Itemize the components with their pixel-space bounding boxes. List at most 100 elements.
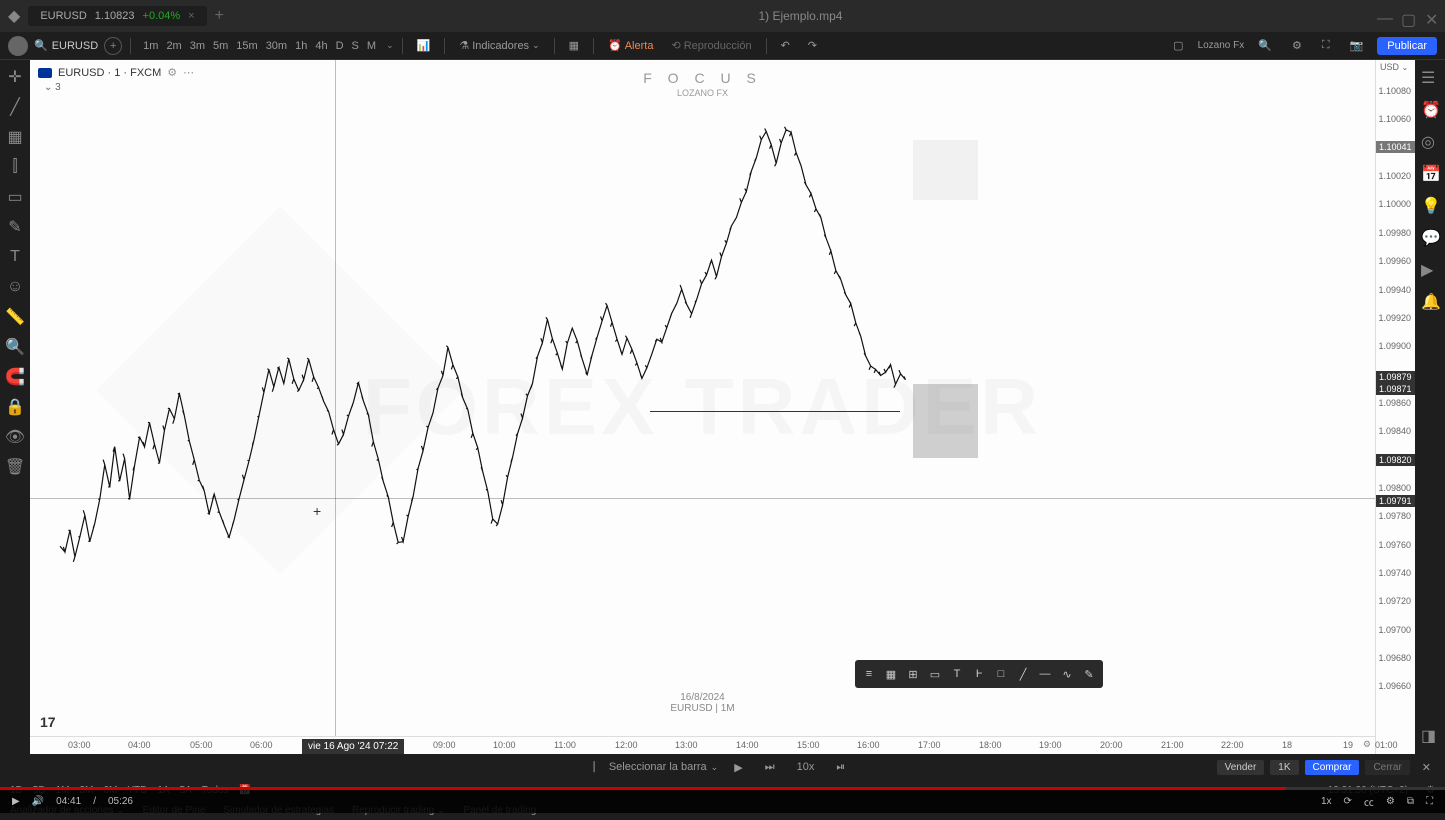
video-pip-icon[interactable]: ⧉: [1407, 796, 1414, 807]
notifications-icon[interactable]: 🔔: [1421, 292, 1439, 310]
chart-legend[interactable]: EURUSD · 1 · FXCM ⚙ ⋯: [38, 66, 194, 79]
trash-tool-icon[interactable]: 🗑: [6, 458, 24, 476]
step-forward-icon[interactable]: ⏭: [759, 759, 781, 776]
time-axis-settings-icon[interactable]: ⚙: [1363, 739, 1371, 750]
floating-tool-icon[interactable]: ╱: [1013, 664, 1033, 684]
minimize-icon[interactable]: —: [1377, 10, 1389, 22]
streams-icon[interactable]: ▶: [1421, 260, 1439, 278]
video-volume-icon[interactable]: 🔊: [32, 796, 44, 807]
video-speed-label[interactable]: 1x: [1321, 796, 1332, 807]
replay-bar-select[interactable]: ⎸ Seleccionar la barra ⌄: [594, 761, 718, 774]
settings-icon[interactable]: ⚙: [1286, 37, 1308, 54]
timeframe-button[interactable]: D: [332, 38, 348, 54]
symbol-search[interactable]: 🔍 EURUSD: [34, 39, 98, 52]
publish-button[interactable]: Publicar: [1377, 37, 1437, 55]
close-replay-icon[interactable]: ✕: [1416, 759, 1437, 776]
timeframe-button[interactable]: 4h: [311, 38, 331, 54]
chart-area[interactable]: EURUSD · 1 · FXCM ⚙ ⋯ ⌄ 3 F O C U S LOZA…: [30, 60, 1375, 754]
tab-close-icon[interactable]: ×: [188, 10, 194, 22]
timeframe-button[interactable]: 30m: [262, 38, 291, 54]
play-icon[interactable]: ▶: [728, 759, 748, 776]
camera-icon[interactable]: 📷: [1344, 37, 1370, 54]
candles-icon[interactable]: 📊: [411, 37, 437, 54]
alerts-panel-icon[interactable]: ⏰: [1421, 100, 1439, 118]
floating-tool-icon[interactable]: ∿: [1057, 664, 1077, 684]
maximize-icon[interactable]: ▢: [1401, 10, 1413, 22]
add-symbol-button[interactable]: +: [104, 37, 122, 55]
zoom-tool-icon[interactable]: 🔍: [6, 338, 24, 356]
text-tool-icon[interactable]: T: [6, 248, 24, 266]
trendline-tool-icon[interactable]: ╱: [6, 98, 24, 116]
price-axis[interactable]: USD ⌄ 1.100801.100601.100401.100201.1000…: [1375, 60, 1415, 754]
user-avatar[interactable]: [8, 36, 28, 56]
video-progress-track[interactable]: [0, 787, 1445, 790]
order-block-box[interactable]: [913, 140, 978, 200]
video-fullscreen-icon[interactable]: ⛶: [1426, 796, 1433, 807]
chart-more-icon[interactable]: ⋯: [183, 66, 194, 79]
floating-tool-icon[interactable]: ▭: [925, 664, 945, 684]
quantity-label[interactable]: 1K: [1270, 760, 1298, 775]
currency-selector[interactable]: USD ⌄: [1380, 62, 1408, 72]
templates-icon[interactable]: ▦: [563, 37, 585, 54]
lock-tool-icon[interactable]: 🔒: [6, 398, 24, 416]
hotlist-icon[interactable]: ◎: [1421, 132, 1439, 150]
timeframe-button[interactable]: M: [363, 38, 380, 54]
timeframe-button[interactable]: 3m: [186, 38, 209, 54]
floating-tool-icon[interactable]: ⊞: [903, 664, 923, 684]
dom-icon[interactable]: ◨: [1421, 726, 1439, 744]
cursor-tool-icon[interactable]: ✛: [6, 68, 24, 86]
emoji-tool-icon[interactable]: ☺: [6, 278, 24, 296]
close-window-icon[interactable]: ✕: [1425, 10, 1437, 22]
pitchfork-tool-icon[interactable]: ⫿: [6, 158, 24, 176]
video-loop-icon[interactable]: ⟳: [1344, 796, 1352, 807]
drawing-floating-toolbar[interactable]: ≡▦⊞▭TⱵ□╱—∿✎: [855, 660, 1103, 688]
floating-tool-icon[interactable]: ≡: [859, 664, 879, 684]
order-block-box[interactable]: [913, 414, 978, 458]
ideas-icon[interactable]: 💡: [1421, 196, 1439, 214]
layout-icon[interactable]: ▢: [1167, 37, 1189, 54]
time-axis[interactable]: ⚙ 03:0004:0005:0006:0008:0009:0010:0011:…: [30, 736, 1375, 754]
search-layout-icon[interactable]: 🔍: [1252, 37, 1278, 54]
timeframe-button[interactable]: 5m: [209, 38, 232, 54]
video-settings-icon[interactable]: ⚙: [1386, 796, 1395, 807]
timeframe-button[interactable]: 1m: [139, 38, 162, 54]
browser-tab[interactable]: EURUSD 1.10823 +0.04% ×: [28, 6, 206, 26]
redo-icon[interactable]: ↷: [802, 37, 823, 54]
shapes-tool-icon[interactable]: ▭: [6, 188, 24, 206]
video-cc-icon[interactable]: ㏄: [1364, 794, 1374, 809]
brush-tool-icon[interactable]: ✎: [6, 218, 24, 236]
magnet-tool-icon[interactable]: 🧲: [6, 368, 24, 386]
floating-tool-icon[interactable]: □: [991, 664, 1011, 684]
indicators-button[interactable]: ⚗ Indicadores ⌄: [453, 37, 545, 54]
timeframe-button[interactable]: S: [348, 38, 363, 54]
floating-tool-icon[interactable]: T: [947, 664, 967, 684]
timeframe-button[interactable]: 15m: [232, 38, 261, 54]
fullscreen-icon[interactable]: ⛶: [1316, 37, 1336, 54]
alert-button[interactable]: ⏰ Alerta: [602, 37, 659, 54]
timeframe-button[interactable]: 2m: [162, 38, 185, 54]
replay-button[interactable]: ⟲ Reproducción: [665, 37, 757, 54]
eye-tool-icon[interactable]: 👁: [6, 428, 24, 446]
timeframe-dropdown-icon[interactable]: ⌄: [386, 40, 394, 51]
floating-tool-icon[interactable]: Ⱶ: [969, 664, 989, 684]
chart-settings-icon[interactable]: ⚙: [167, 66, 177, 79]
chat-icon[interactable]: 💬: [1421, 228, 1439, 246]
speed-label[interactable]: 10x: [791, 759, 821, 775]
floating-tool-icon[interactable]: —: [1035, 664, 1055, 684]
floating-tool-icon[interactable]: ✎: [1079, 664, 1099, 684]
video-play-icon[interactable]: ▶: [12, 796, 20, 807]
floating-tool-icon[interactable]: ▦: [881, 664, 901, 684]
undo-icon[interactable]: ↶: [775, 37, 796, 54]
sell-button[interactable]: Vender: [1217, 760, 1265, 775]
order-block-box[interactable]: [913, 384, 978, 414]
new-tab-button[interactable]: +: [215, 7, 224, 25]
buy-button[interactable]: Comprar: [1305, 760, 1360, 775]
support-line[interactable]: [650, 411, 900, 412]
jump-end-icon[interactable]: ⏯: [830, 759, 851, 776]
fib-tool-icon[interactable]: ▦: [6, 128, 24, 146]
close-position-button[interactable]: Cerrar: [1365, 760, 1409, 775]
calendar-icon[interactable]: 📅: [1421, 164, 1439, 182]
watchlist-icon[interactable]: ☰: [1421, 68, 1439, 86]
ruler-tool-icon[interactable]: 📏: [6, 308, 24, 326]
timeframe-button[interactable]: 1h: [291, 38, 311, 54]
